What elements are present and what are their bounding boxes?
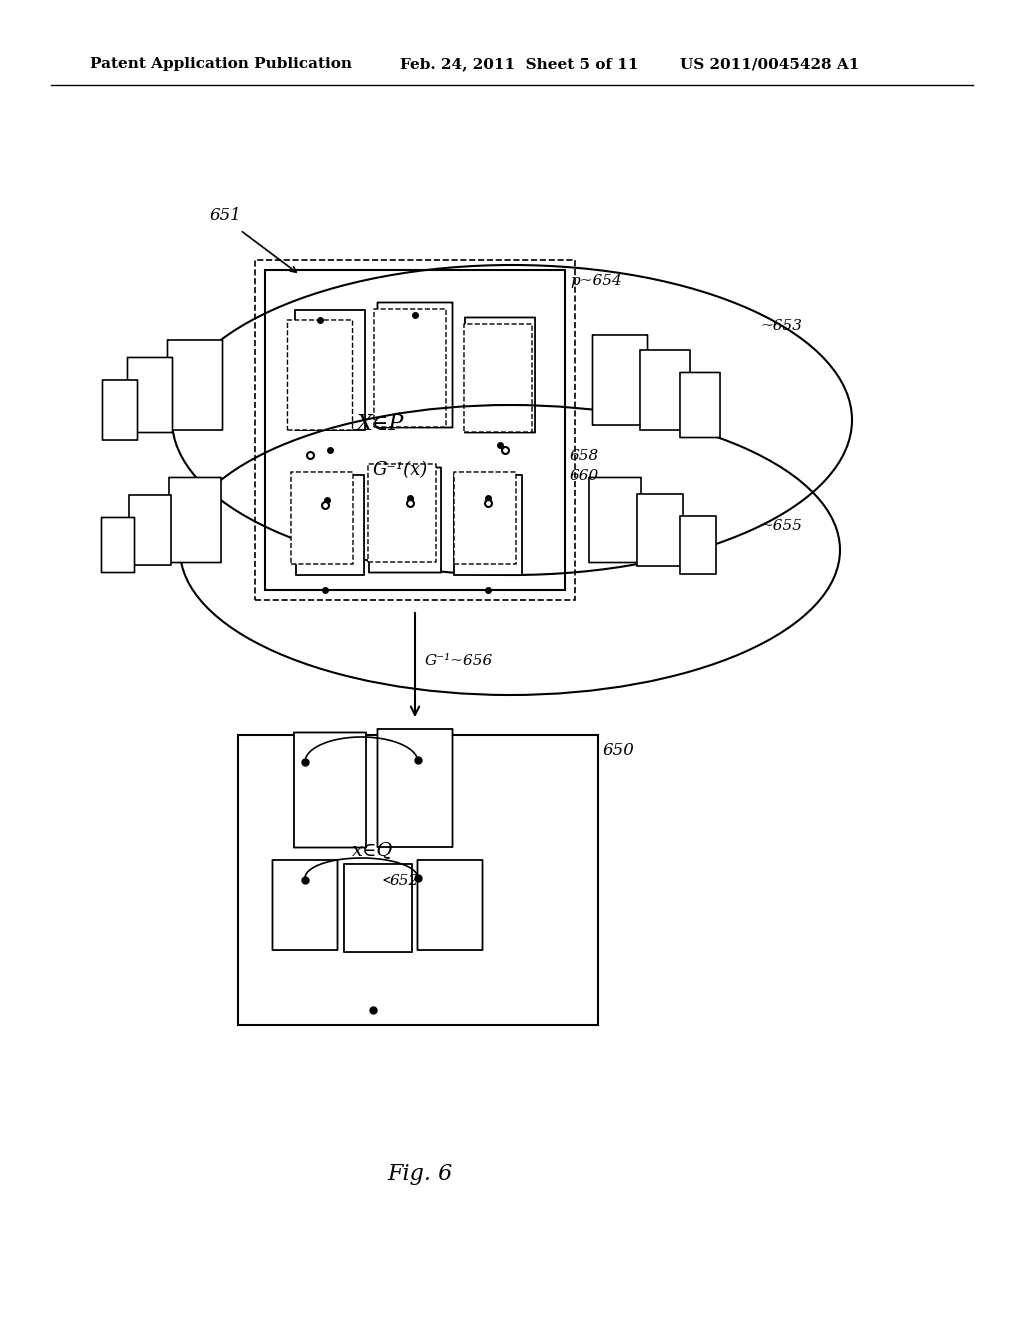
FancyBboxPatch shape [378, 729, 453, 847]
Text: x∈Q: x∈Q [352, 841, 393, 859]
Text: ~653: ~653 [760, 319, 802, 333]
Text: 652: 652 [390, 874, 419, 888]
FancyBboxPatch shape [680, 372, 720, 437]
FancyBboxPatch shape [464, 323, 532, 432]
Text: Patent Application Publication: Patent Application Publication [90, 57, 352, 71]
FancyBboxPatch shape [637, 494, 683, 566]
FancyBboxPatch shape [169, 478, 221, 562]
FancyBboxPatch shape [418, 861, 482, 950]
Text: G⁻¹(x): G⁻¹(x) [373, 461, 428, 479]
FancyBboxPatch shape [288, 319, 352, 430]
FancyBboxPatch shape [168, 341, 222, 430]
FancyBboxPatch shape [294, 733, 366, 847]
FancyBboxPatch shape [127, 358, 172, 433]
FancyBboxPatch shape [369, 467, 441, 573]
Text: 658: 658 [570, 449, 599, 463]
FancyBboxPatch shape [344, 865, 412, 952]
FancyBboxPatch shape [378, 302, 453, 428]
FancyBboxPatch shape [295, 310, 365, 430]
Text: X∈P: X∈P [356, 413, 403, 436]
FancyBboxPatch shape [101, 517, 134, 573]
Text: Feb. 24, 2011  Sheet 5 of 11: Feb. 24, 2011 Sheet 5 of 11 [400, 57, 639, 71]
Text: 651: 651 [210, 207, 242, 224]
Bar [238, 735, 598, 1026]
FancyBboxPatch shape [680, 516, 716, 574]
FancyBboxPatch shape [593, 335, 647, 425]
FancyBboxPatch shape [291, 473, 353, 564]
FancyBboxPatch shape [640, 350, 690, 430]
FancyBboxPatch shape [368, 465, 436, 562]
Bar [255, 260, 575, 601]
Text: 660: 660 [570, 469, 599, 483]
FancyBboxPatch shape [454, 475, 522, 576]
FancyBboxPatch shape [129, 495, 171, 565]
Text: G⁻¹~656: G⁻¹~656 [425, 653, 494, 668]
FancyBboxPatch shape [465, 318, 535, 433]
Text: ~655: ~655 [760, 519, 802, 533]
FancyBboxPatch shape [272, 861, 338, 950]
FancyBboxPatch shape [454, 473, 516, 564]
Text: Fig. 6: Fig. 6 [387, 1163, 453, 1185]
FancyBboxPatch shape [374, 309, 446, 428]
FancyBboxPatch shape [102, 380, 137, 440]
Text: US 2011/0045428 A1: US 2011/0045428 A1 [680, 57, 859, 71]
FancyBboxPatch shape [589, 478, 641, 562]
FancyBboxPatch shape [296, 475, 364, 576]
Text: 650: 650 [603, 742, 635, 759]
Text: p~654: p~654 [570, 275, 622, 288]
Bar [265, 271, 565, 590]
